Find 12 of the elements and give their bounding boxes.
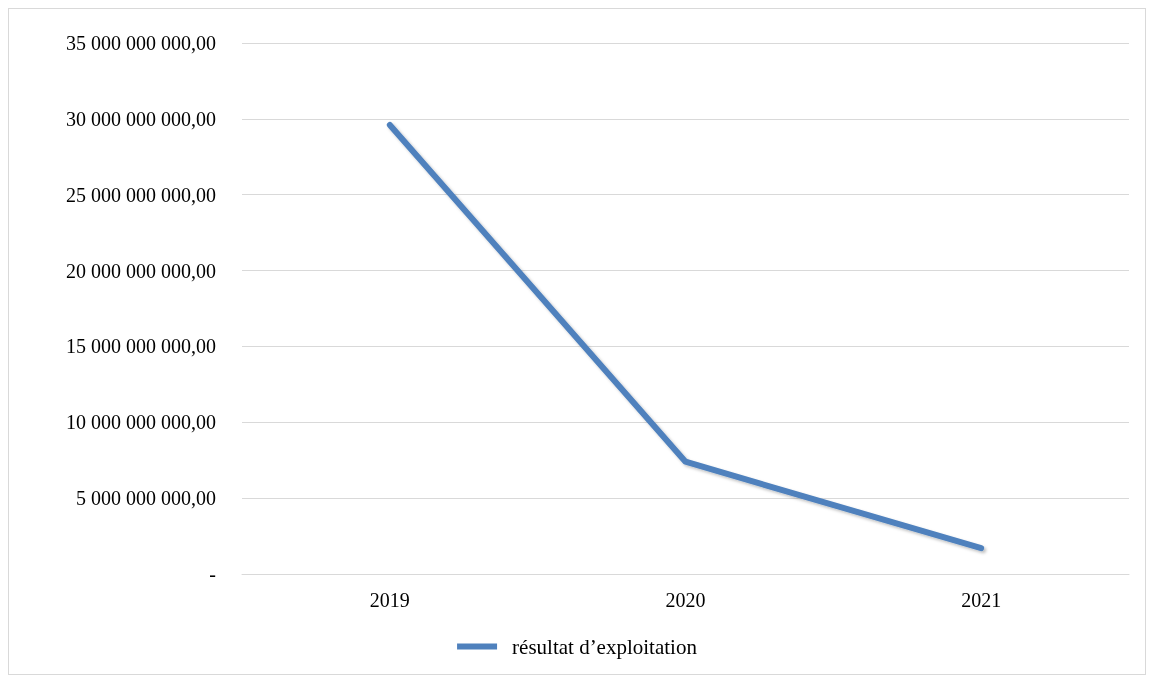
- x-tick-label: 2020: [665, 589, 706, 611]
- y-tick-label: 10 000 000 000,00: [66, 411, 216, 434]
- y-tick-label: 20 000 000 000,00: [66, 259, 216, 282]
- x-tick-label: 2021: [961, 589, 1002, 611]
- y-tick-label: 30 000 000 000,00: [66, 107, 216, 130]
- y-tick-label: 5 000 000 000,00: [76, 487, 216, 510]
- x-tick-label: 2019: [369, 589, 410, 611]
- y-tick-label: 25 000 000 000,00: [66, 183, 216, 206]
- legend-label: résultat d’exploitation: [512, 634, 698, 659]
- y-tick-label: 15 000 000 000,00: [66, 335, 216, 358]
- y-tick-label: -: [209, 563, 216, 585]
- y-tick-label: 35 000 000 000,00: [66, 32, 216, 54]
